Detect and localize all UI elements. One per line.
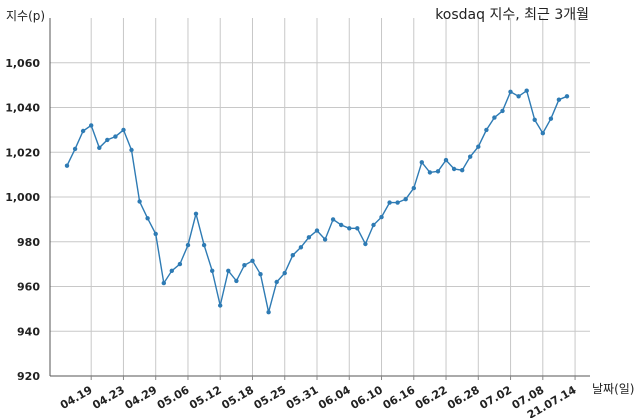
data-point <box>193 211 199 216</box>
data-point <box>201 242 207 248</box>
x-axis-label: 날짜(일) <box>592 382 634 396</box>
data-point <box>89 123 94 128</box>
data-point <box>129 147 134 153</box>
data-point <box>153 231 158 237</box>
y-tick-label: 960 <box>17 281 40 294</box>
data-point <box>427 170 433 175</box>
data-point <box>322 237 328 242</box>
data-point <box>121 127 126 133</box>
data-point <box>556 97 562 102</box>
data-point <box>403 197 408 202</box>
x-tick-label: 05.18 <box>219 383 256 412</box>
data-point <box>476 144 481 149</box>
x-tick-label: 05.12 <box>187 383 224 412</box>
data-point <box>564 94 570 99</box>
data-point <box>298 245 304 250</box>
x-axis-ticks: 04.1904.2304.2905.0605.1205.1805.2505.31… <box>58 376 579 418</box>
data-point <box>460 168 465 173</box>
data-point <box>443 157 449 163</box>
data-point <box>379 214 384 220</box>
x-tick-label: 06.10 <box>348 383 385 412</box>
data-point <box>363 241 368 247</box>
x-tick-label: 07.02 <box>477 383 514 412</box>
y-tick-label: 1,060 <box>5 57 40 70</box>
y-tick-label: 940 <box>17 325 40 338</box>
data-point <box>105 137 110 143</box>
data-point <box>508 89 513 95</box>
data-point <box>492 115 497 120</box>
data-point <box>371 222 376 228</box>
data-point <box>419 160 424 165</box>
data-point <box>242 263 247 268</box>
data-point <box>290 253 295 258</box>
data-point <box>500 108 505 114</box>
x-tick-label: 06.22 <box>413 383 450 412</box>
data-point <box>306 235 312 240</box>
data-point <box>145 216 150 221</box>
x-tick-label: 04.23 <box>90 383 127 412</box>
x-tick-label: 05.06 <box>155 383 192 412</box>
y-tick-label: 1,040 <box>5 102 40 115</box>
chart-title: kosdaq 지수, 최근 3개월 <box>435 7 589 23</box>
x-tick-label: 06.28 <box>445 383 482 412</box>
data-point <box>339 222 344 228</box>
data-point <box>282 270 287 276</box>
data-point <box>274 279 279 285</box>
data-point <box>532 117 537 123</box>
data-point <box>548 116 554 121</box>
data-point <box>484 127 489 133</box>
data-point <box>387 200 392 205</box>
data-point <box>395 200 400 205</box>
data-point <box>226 268 231 273</box>
x-tick-label: 05.31 <box>284 383 321 412</box>
data-point <box>524 88 529 93</box>
data-point <box>314 228 320 233</box>
y-tick-label: 980 <box>17 236 40 249</box>
grid <box>50 18 590 377</box>
data-point <box>411 185 416 191</box>
data-point <box>113 134 118 139</box>
data-point <box>468 154 473 159</box>
data-point <box>218 303 223 308</box>
x-tick-label: 04.29 <box>123 383 160 412</box>
data-point <box>451 166 457 172</box>
y-tick-label: 920 <box>17 370 40 383</box>
data-point <box>161 280 166 286</box>
data-point <box>210 268 215 273</box>
data-point <box>266 310 271 315</box>
data-point <box>540 131 545 136</box>
x-tick-label: 05.25 <box>252 383 289 412</box>
y-tick-label: 1,020 <box>5 146 40 159</box>
data-point <box>516 94 521 99</box>
data-point <box>137 199 142 204</box>
data-point <box>185 242 191 248</box>
data-point <box>72 146 78 152</box>
y-tick-label: 1,000 <box>5 191 40 204</box>
x-tick-label: 04.19 <box>58 383 95 412</box>
data-point <box>250 258 255 263</box>
data-point <box>435 169 441 174</box>
x-tick-label: 06.16 <box>381 383 418 412</box>
data-point <box>177 261 183 267</box>
data-point <box>258 272 263 277</box>
series-points <box>64 88 570 315</box>
y-axis-label: 지수(p) <box>6 9 45 23</box>
data-point <box>347 226 352 231</box>
data-point <box>234 278 239 284</box>
data-point <box>355 226 360 231</box>
data-point <box>169 268 174 273</box>
data-point <box>64 163 70 168</box>
data-point <box>97 145 102 150</box>
data-point <box>80 128 86 134</box>
y-axis-ticks: 920 940 960 980 1,000 1,020 1,040 1,060 <box>5 57 40 383</box>
x-tick-label: 06.04 <box>316 383 353 412</box>
data-point <box>330 217 336 222</box>
